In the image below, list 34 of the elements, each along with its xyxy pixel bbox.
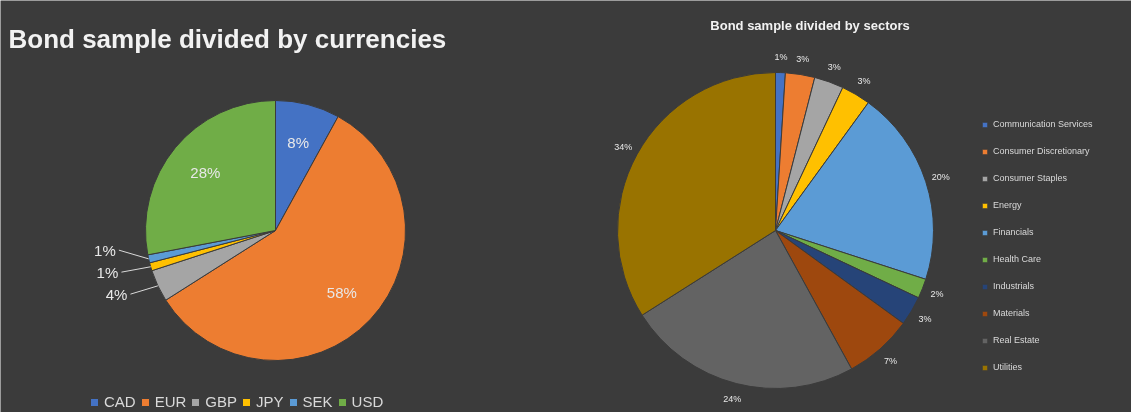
data-label: 20% [931,171,950,182]
legend-label: Health Care [993,254,1042,264]
data-label: 3% [827,61,841,72]
data-label: 1% [774,51,788,62]
legend-label: Consumer Staples [993,173,1068,183]
legend-label: Industrials [993,281,1035,291]
data-label: 1% [94,241,116,259]
data-label: 2% [930,289,944,300]
data-label: 58% [326,284,357,302]
legend-label: USD [351,393,384,410]
data-label: 3% [796,53,810,64]
data-label: 24% [723,393,742,404]
data-label: 7% [883,355,897,366]
chart-title: Bond sample divided by sectors [710,18,910,33]
data-label: 3% [918,313,932,324]
data-label: 4% [105,285,128,303]
legend-label: Financials [993,227,1034,237]
legend-label: JPY [256,393,284,410]
data-label: 28% [190,163,221,181]
legend-label: Communication Services [993,119,1093,129]
data-label: 8% [287,133,309,151]
legend-label: Utilities [993,362,1023,372]
data-label: 1% [96,263,119,281]
legend-label: Materials [993,308,1030,318]
data-label: 34% [614,141,633,152]
legend-label: Consumer Discretionary [993,146,1090,156]
legend-label: Energy [993,200,1022,210]
legend-label: GBP [205,393,238,410]
data-label: 3% [857,75,871,86]
chart-title: Bond sample divided by currencies [8,23,447,54]
legend-label: SEK [302,393,333,410]
legend-label: EUR [154,393,187,410]
legend-label: CAD [104,393,136,410]
legend-label: Real Estate [993,335,1040,345]
